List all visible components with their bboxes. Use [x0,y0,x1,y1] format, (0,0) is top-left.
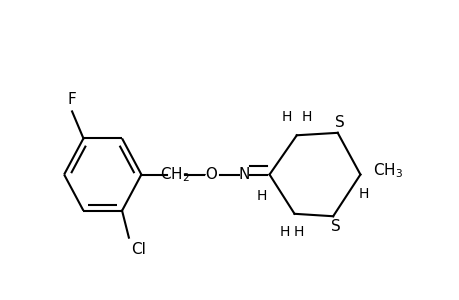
Text: S: S [330,219,340,234]
Text: H: H [256,189,266,203]
Text: H: H [279,225,289,238]
Text: Cl: Cl [131,242,146,256]
Text: -O-: -O- [200,167,223,182]
Text: CH$_2$: CH$_2$ [160,165,190,184]
Text: N: N [238,167,250,182]
Text: H: H [358,187,369,201]
Text: H: H [281,110,291,124]
Text: S: S [334,116,344,130]
Text: H: H [301,110,311,124]
Text: CH$_3$: CH$_3$ [372,161,403,180]
Text: F: F [67,92,76,107]
Text: H: H [293,225,303,238]
